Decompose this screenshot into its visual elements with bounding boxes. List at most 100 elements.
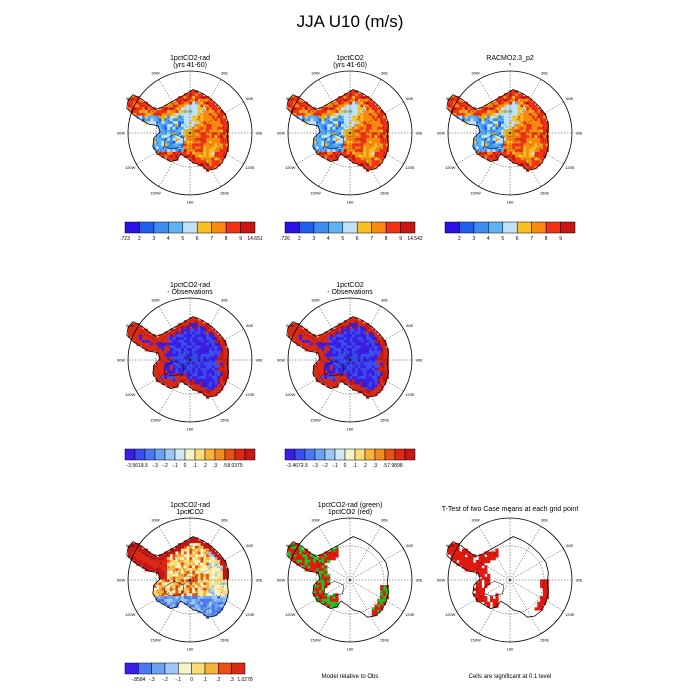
grid-cell bbox=[382, 126, 387, 130]
grid-cell bbox=[512, 118, 516, 122]
grid-cell bbox=[324, 579, 328, 583]
grid-cell bbox=[290, 543, 294, 547]
grid-cell bbox=[206, 582, 210, 586]
colorbar: .726 2 3 4 5 6 7 8 9 14.542 bbox=[280, 221, 423, 242]
grid-cell bbox=[374, 376, 378, 380]
grid-cell bbox=[332, 381, 336, 385]
grid-cell bbox=[167, 353, 171, 357]
grid-cell bbox=[150, 342, 154, 346]
grid-cell bbox=[537, 154, 541, 158]
grid-cell bbox=[181, 571, 185, 575]
grid-cell bbox=[307, 112, 311, 117]
meridian-line bbox=[136, 548, 191, 581]
grid-cell bbox=[183, 101, 187, 105]
grid-cell bbox=[313, 367, 317, 371]
grid-cell bbox=[321, 334, 325, 338]
grid-cell bbox=[175, 121, 179, 125]
grid-cell bbox=[150, 118, 154, 122]
grid-cell bbox=[512, 93, 516, 97]
grid-cell bbox=[355, 121, 359, 125]
grid-cell bbox=[448, 98, 452, 103]
grid-cell bbox=[304, 557, 308, 561]
grid-cell bbox=[164, 576, 168, 580]
grid-cell bbox=[167, 598, 171, 603]
grid-cell bbox=[324, 129, 328, 133]
grid-cell bbox=[357, 93, 361, 97]
grid-cell bbox=[133, 551, 137, 555]
grid-cell bbox=[377, 367, 381, 371]
grid-cell bbox=[181, 140, 185, 144]
grid-cell bbox=[366, 390, 370, 394]
grid-cell bbox=[304, 107, 308, 111]
grid-cell bbox=[164, 598, 168, 603]
grid-cell bbox=[217, 559, 221, 564]
grid-cell bbox=[363, 387, 367, 391]
grid-cell bbox=[495, 140, 499, 144]
grid-cell bbox=[540, 121, 544, 125]
grid-cell bbox=[296, 559, 300, 564]
grid-cell bbox=[537, 163, 541, 167]
grid-cell bbox=[214, 604, 218, 608]
grid-cell bbox=[368, 112, 373, 117]
grid-cell bbox=[475, 143, 480, 147]
grid-cell bbox=[531, 126, 535, 130]
grid-cell bbox=[492, 157, 496, 161]
grid-cell bbox=[335, 151, 339, 156]
grid-cell bbox=[307, 331, 311, 335]
grid-cell bbox=[178, 126, 182, 130]
grid-cell bbox=[181, 551, 185, 555]
grid-cell bbox=[186, 104, 190, 108]
grid-cell bbox=[189, 121, 193, 125]
grid-cell bbox=[220, 135, 224, 139]
grid-cell bbox=[528, 115, 533, 119]
grid-cell bbox=[357, 146, 361, 150]
grid-cell bbox=[200, 112, 204, 117]
grid-cell bbox=[357, 351, 361, 355]
grid-cell bbox=[542, 590, 547, 594]
grid-cell bbox=[343, 339, 347, 344]
grid-cell bbox=[368, 104, 373, 108]
grid-cell bbox=[489, 154, 494, 158]
grid-cell bbox=[195, 323, 199, 327]
grid-cell bbox=[172, 115, 176, 119]
grid-cell bbox=[357, 149, 361, 153]
grid-cell bbox=[206, 351, 210, 355]
coastline bbox=[286, 316, 389, 398]
grid-cell bbox=[313, 345, 317, 349]
grid-cell bbox=[349, 370, 353, 374]
grid-cell bbox=[377, 135, 381, 139]
grid-cell bbox=[186, 110, 190, 114]
grid-cell bbox=[382, 124, 387, 128]
grid-cell bbox=[487, 579, 491, 583]
grid-cell bbox=[181, 596, 185, 600]
grid-cell bbox=[360, 345, 364, 349]
grid-cell bbox=[155, 345, 160, 349]
grid-cell bbox=[181, 110, 185, 114]
grid-cell bbox=[332, 101, 336, 105]
grid-cell bbox=[462, 562, 466, 566]
grid-cell bbox=[318, 151, 322, 156]
grid-cell bbox=[144, 118, 148, 122]
grid-cell bbox=[371, 129, 375, 133]
grid-cell bbox=[478, 135, 482, 139]
grid-cell bbox=[313, 568, 317, 572]
grid-cell bbox=[217, 607, 221, 611]
grid-cell bbox=[200, 101, 204, 105]
grid-cell bbox=[169, 132, 174, 136]
grid-cell bbox=[211, 601, 215, 605]
page-title: JJA U10 (m/s) bbox=[296, 12, 404, 31]
grid-cell bbox=[531, 154, 535, 158]
grid-cell bbox=[329, 331, 334, 335]
grid-cell bbox=[186, 376, 190, 380]
grid-cell bbox=[346, 342, 350, 346]
grid-cell bbox=[164, 593, 168, 597]
grid-cell bbox=[175, 129, 179, 133]
grid-cell bbox=[178, 370, 182, 374]
grid-cell bbox=[214, 576, 218, 580]
grid-cell bbox=[192, 376, 196, 380]
grid-cell bbox=[520, 138, 524, 142]
grid-cell bbox=[206, 157, 210, 161]
grid-cell bbox=[355, 135, 359, 139]
grid-cell bbox=[528, 149, 533, 153]
